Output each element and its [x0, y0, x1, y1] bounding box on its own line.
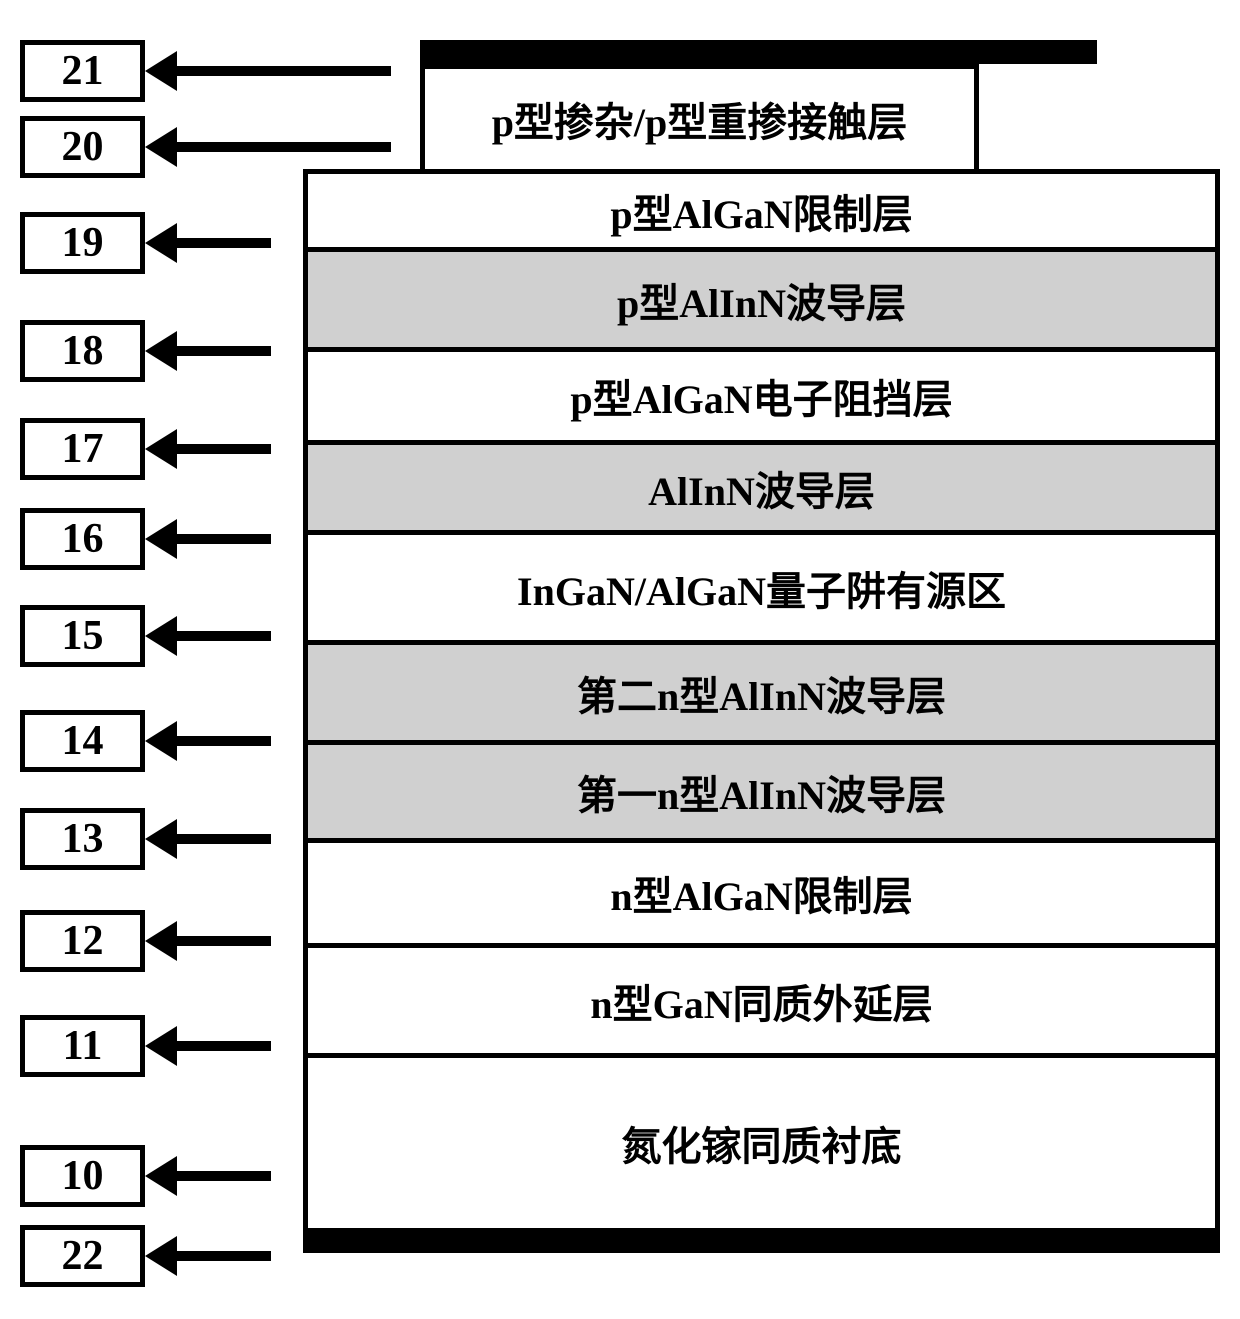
layer-5: 第二n型AlInN波导层 — [303, 640, 1220, 740]
label-row-10: 10 — [20, 1145, 271, 1207]
arrow-line — [177, 1041, 271, 1051]
arrow-line — [177, 238, 271, 248]
label-box-13: 13 — [20, 808, 145, 870]
label-row-21: 21 — [20, 40, 391, 102]
arrow-line — [177, 631, 271, 641]
layer-2: p型AlGaN电子阻挡层 — [303, 347, 1220, 440]
label-row-13: 13 — [20, 808, 271, 870]
label-box-18: 18 — [20, 320, 145, 382]
arrow-16 — [145, 519, 271, 559]
arrow-head-icon — [145, 721, 177, 761]
arrow-15 — [145, 616, 271, 656]
arrow-17 — [145, 429, 271, 469]
arrow-head-icon — [145, 1156, 177, 1196]
label-row-12: 12 — [20, 910, 271, 972]
arrow-head-icon — [145, 1026, 177, 1066]
arrow-head-icon — [145, 921, 177, 961]
label-row-14: 14 — [20, 710, 271, 772]
label-row-17: 17 — [20, 418, 271, 480]
arrow-line — [177, 66, 391, 76]
arrow-line — [177, 834, 271, 844]
arrow-head-icon — [145, 429, 177, 469]
contact-layer: p型掺杂/p型重掺接触层 — [420, 64, 979, 169]
layer-8: n型GaN同质外延层 — [303, 943, 1220, 1053]
label-box-10: 10 — [20, 1145, 145, 1207]
label-row-18: 18 — [20, 320, 271, 382]
arrow-line — [177, 142, 391, 152]
arrow-line — [177, 346, 271, 356]
arrow-14 — [145, 721, 271, 761]
arrow-line — [177, 534, 271, 544]
arrow-19 — [145, 223, 271, 263]
arrow-22 — [145, 1236, 271, 1276]
step-top-border — [979, 169, 1220, 174]
arrow-line — [177, 1251, 271, 1261]
arrow-line — [177, 936, 271, 946]
arrow-11 — [145, 1026, 271, 1066]
arrow-10 — [145, 1156, 271, 1196]
arrow-line — [177, 444, 271, 454]
arrow-head-icon — [145, 1236, 177, 1276]
arrow-line — [177, 1171, 271, 1181]
layer-9: 氮化镓同质衬底 — [303, 1053, 1220, 1233]
label-row-19: 19 — [20, 212, 271, 274]
layer-6: 第一n型AlInN波导层 — [303, 740, 1220, 838]
label-box-11: 11 — [20, 1015, 145, 1077]
arrow-20 — [145, 127, 391, 167]
label-box-19: 19 — [20, 212, 145, 274]
label-row-11: 11 — [20, 1015, 271, 1077]
label-box-21: 21 — [20, 40, 145, 102]
layer-7: n型AlGaN限制层 — [303, 838, 1220, 943]
bottom-electrode — [303, 1233, 1220, 1253]
arrow-18 — [145, 331, 271, 371]
arrow-head-icon — [145, 127, 177, 167]
arrow-head-icon — [145, 519, 177, 559]
label-row-16: 16 — [20, 508, 271, 570]
arrow-13 — [145, 819, 271, 859]
arrow-head-icon — [145, 51, 177, 91]
layer-0: p型AlGaN限制层 — [303, 169, 1220, 247]
arrow-head-icon — [145, 819, 177, 859]
arrow-head-icon — [145, 331, 177, 371]
layer-4: InGaN/AlGaN量子阱有源区 — [303, 530, 1220, 640]
label-box-12: 12 — [20, 910, 145, 972]
arrow-head-icon — [145, 616, 177, 656]
arrow-21 — [145, 51, 391, 91]
label-box-16: 16 — [20, 508, 145, 570]
label-box-14: 14 — [20, 710, 145, 772]
arrow-head-icon — [145, 223, 177, 263]
arrow-line — [177, 736, 271, 746]
label-box-17: 17 — [20, 418, 145, 480]
label-row-22: 22 — [20, 1225, 271, 1287]
top-electrode — [420, 40, 1097, 64]
label-box-15: 15 — [20, 605, 145, 667]
label-row-15: 15 — [20, 605, 271, 667]
layer-1: p型AlInN波导层 — [303, 247, 1220, 347]
label-box-20: 20 — [20, 116, 145, 178]
label-box-22: 22 — [20, 1225, 145, 1287]
layer-3: AlInN波导层 — [303, 440, 1220, 530]
arrow-12 — [145, 921, 271, 961]
